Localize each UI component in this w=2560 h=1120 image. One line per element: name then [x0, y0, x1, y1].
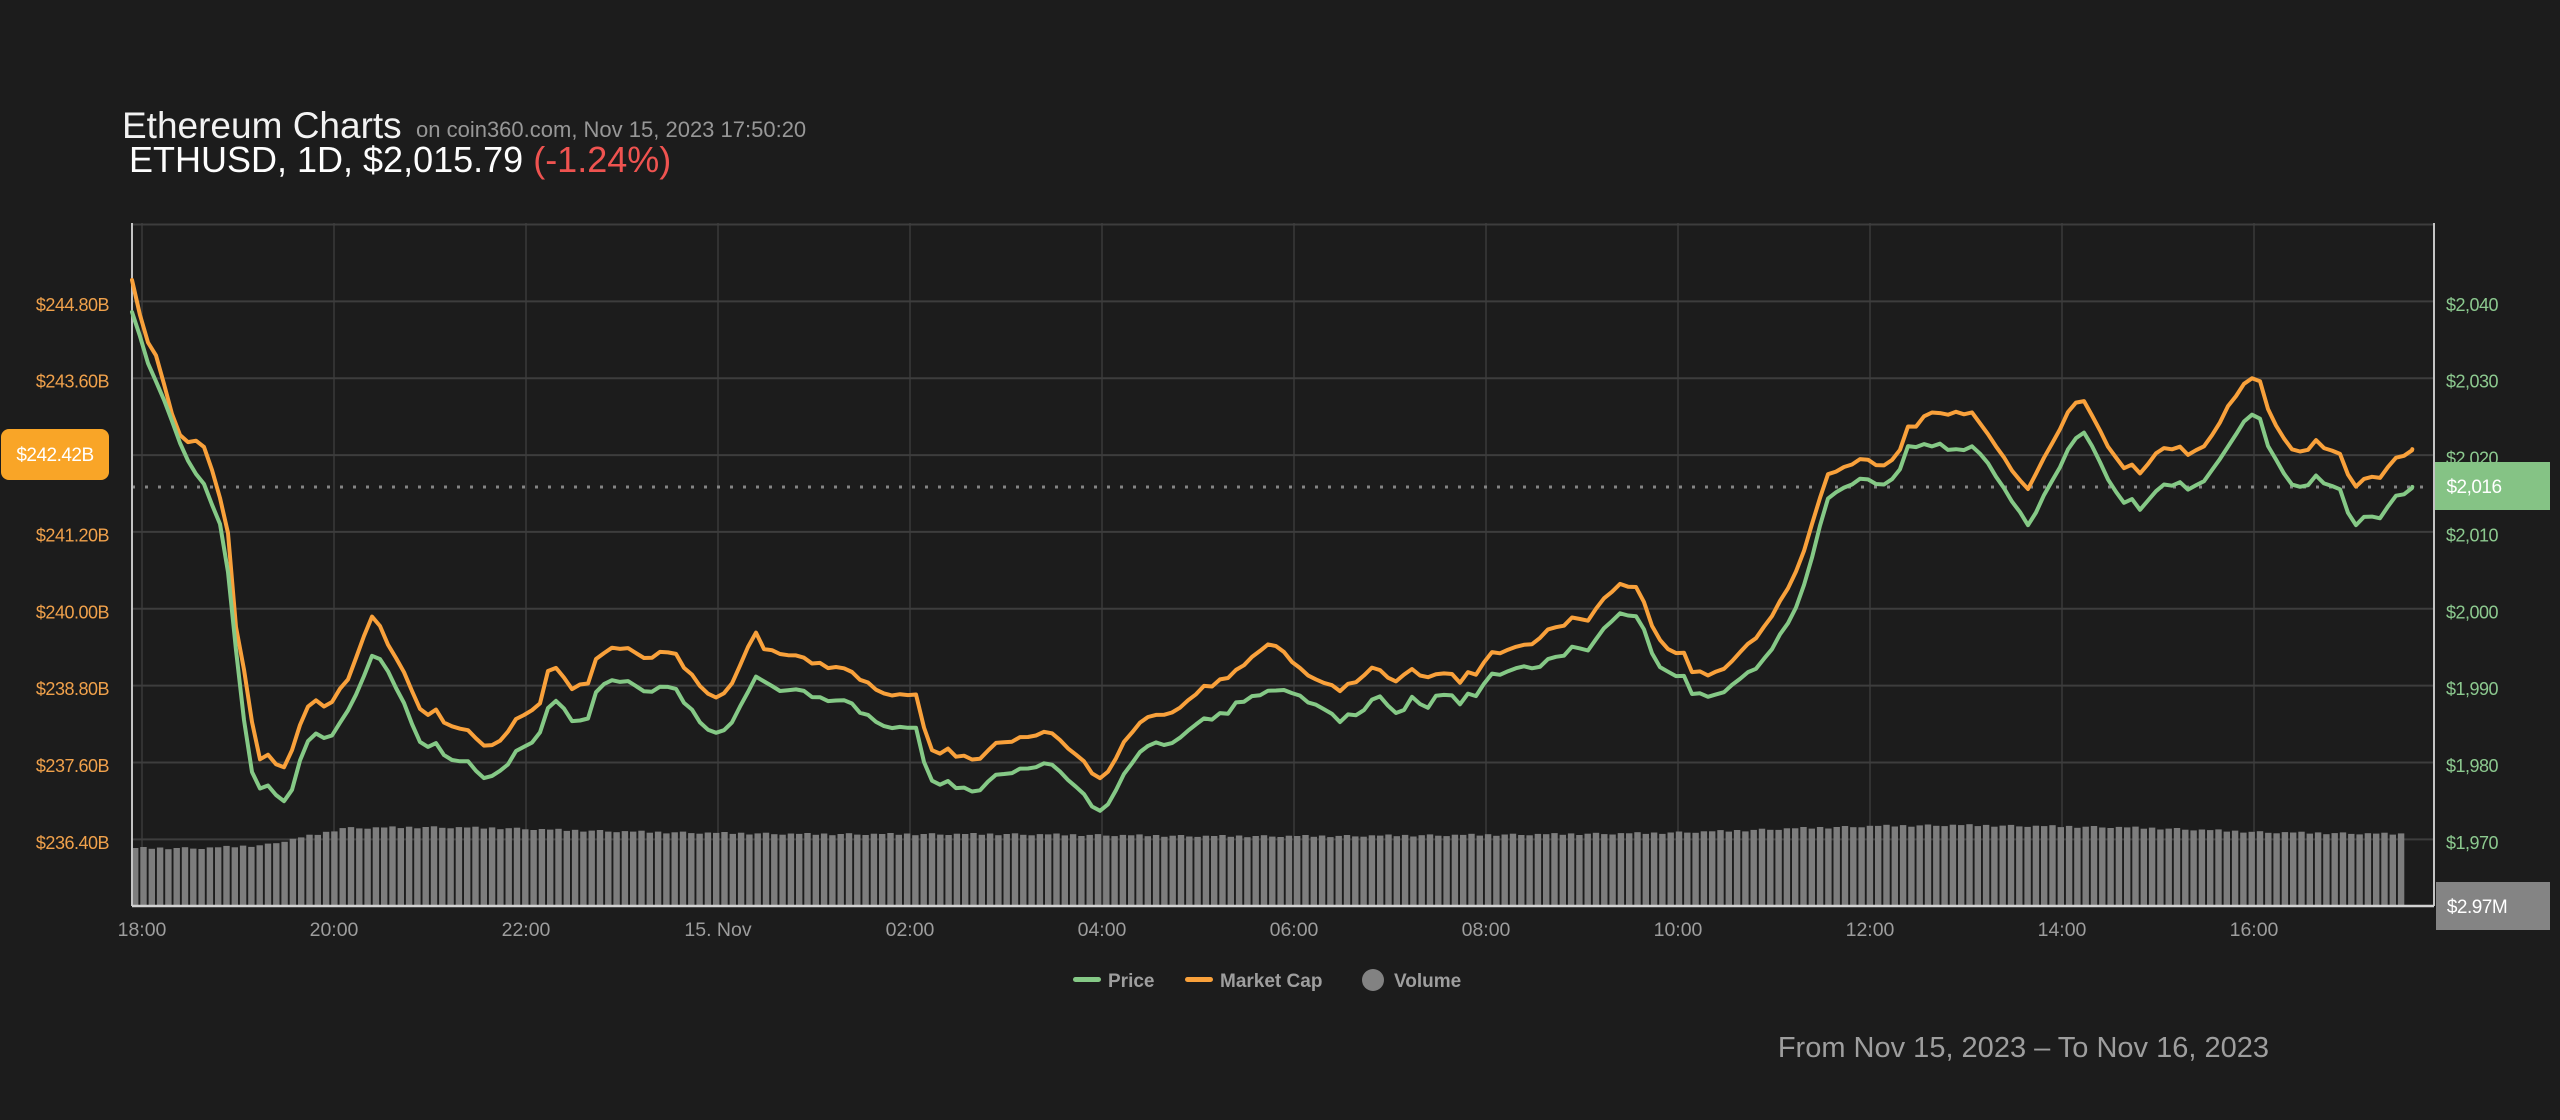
- svg-text:on coin360.com, Nov 15, 2023 1: on coin360.com, Nov 15, 2023 17:50:20: [416, 117, 806, 142]
- svg-text:Ethereum Charts: Ethereum Charts: [122, 105, 402, 146]
- svg-text:22:00: 22:00: [502, 919, 551, 941]
- svg-text:Market Cap: Market Cap: [1220, 971, 1322, 992]
- svg-text:10:00: 10:00: [1654, 919, 1703, 941]
- svg-text:$2,016: $2,016: [2446, 477, 2501, 498]
- svg-text:$2,030: $2,030: [2446, 372, 2499, 392]
- svg-text:From Nov 15, 2023 – To Nov 16,: From Nov 15, 2023 – To Nov 16, 2023: [1778, 1032, 2269, 1064]
- svg-text:12:00: 12:00: [1846, 919, 1895, 941]
- svg-text:Volume: Volume: [1394, 971, 1461, 992]
- svg-text:$240.00B: $240.00B: [36, 602, 110, 622]
- svg-text:$242.42B: $242.42B: [16, 445, 93, 466]
- svg-text:Price: Price: [1108, 971, 1154, 992]
- svg-text:$2,040: $2,040: [2446, 295, 2499, 315]
- svg-text:ETHUSD, 1D, $2,015.79 (-1.24%): ETHUSD, 1D, $2,015.79 (-1.24%): [129, 139, 671, 180]
- svg-text:$1,980: $1,980: [2446, 756, 2499, 776]
- svg-text:15. Nov: 15. Nov: [684, 919, 751, 941]
- svg-text:$241.20B: $241.20B: [36, 525, 110, 545]
- svg-text:$1,990: $1,990: [2446, 679, 2499, 699]
- svg-text:16:00: 16:00: [2230, 919, 2279, 941]
- svg-text:14:00: 14:00: [2038, 919, 2087, 941]
- svg-text:$244.80B: $244.80B: [36, 295, 110, 315]
- svg-text:02:00: 02:00: [886, 919, 935, 941]
- svg-text:$236.40B: $236.40B: [36, 833, 110, 853]
- svg-text:06:00: 06:00: [1270, 919, 1319, 941]
- svg-text:18:00: 18:00: [118, 919, 167, 941]
- svg-text:$2.97M: $2.97M: [2447, 897, 2507, 918]
- svg-text:$237.60B: $237.60B: [36, 756, 110, 776]
- svg-text:$243.60B: $243.60B: [36, 372, 110, 392]
- svg-text:$1,970: $1,970: [2446, 833, 2499, 853]
- svg-text:$2,010: $2,010: [2446, 525, 2499, 545]
- svg-text:$2,000: $2,000: [2446, 602, 2499, 622]
- svg-text:04:00: 04:00: [1078, 919, 1127, 941]
- svg-text:20:00: 20:00: [310, 919, 359, 941]
- svg-text:08:00: 08:00: [1462, 919, 1511, 941]
- svg-text:$238.80B: $238.80B: [36, 679, 110, 699]
